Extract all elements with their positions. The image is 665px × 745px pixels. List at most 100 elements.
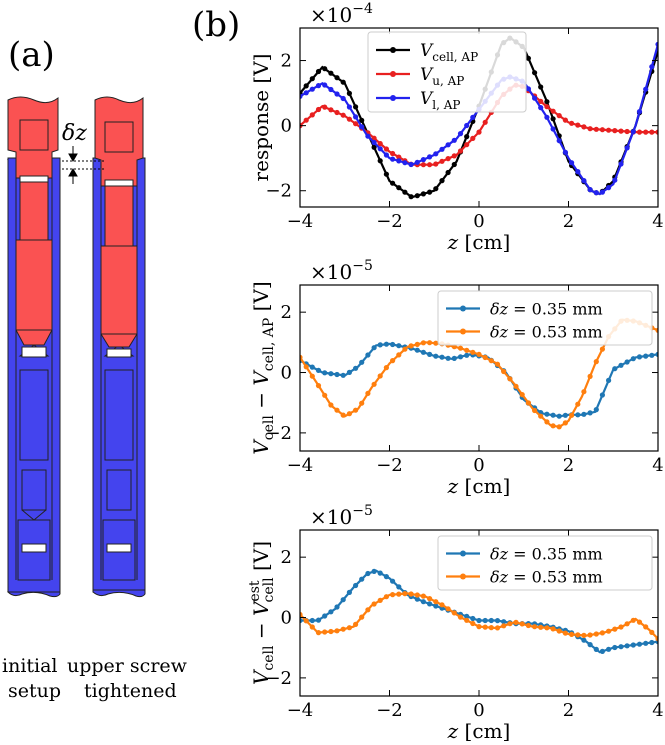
data-point [300, 354, 303, 360]
data-point [451, 137, 457, 143]
data-point [464, 347, 470, 353]
data-point [581, 411, 587, 417]
legend-marker [460, 328, 466, 335]
data-point [322, 392, 328, 398]
data-point [383, 365, 389, 371]
data-point [550, 126, 556, 132]
data-point [303, 117, 309, 123]
data-point [513, 619, 519, 626]
legend-entry: δz = 0.53 mm [490, 568, 603, 587]
data-point [377, 158, 383, 164]
data-point [544, 625, 550, 631]
data-point [562, 420, 569, 426]
delta-z-indicator [62, 146, 104, 184]
y-axis-label: Vcell − Vestcell [V] [247, 541, 277, 685]
data-point [618, 624, 624, 630]
data-point [328, 371, 334, 377]
data-point [402, 591, 408, 597]
data-point [606, 377, 612, 383]
data-point [562, 630, 569, 636]
data-point [649, 352, 655, 358]
data-point [396, 352, 402, 358]
data-point [451, 355, 457, 361]
data-point [451, 610, 457, 616]
data-point [624, 145, 630, 151]
data-point [538, 98, 544, 104]
data-point [433, 599, 439, 605]
legend: δz = 0.35 mm δz = 0.53 mm [437, 290, 653, 346]
data-point [556, 138, 562, 144]
data-point [445, 169, 451, 176]
data-point [649, 629, 655, 636]
data-point [414, 347, 420, 353]
data-point [464, 134, 470, 140]
x-axis-label: z [cm] [447, 474, 511, 498]
caption-initial-line1: initial [2, 655, 58, 677]
data-point [569, 631, 575, 638]
data-point [340, 372, 346, 378]
data-point [353, 121, 359, 127]
data-point [636, 354, 643, 360]
panel-b-label: (b) [192, 5, 240, 45]
caption-tightened-line1: upper screw [67, 655, 188, 677]
data-point [618, 128, 624, 134]
data-point [494, 361, 501, 367]
setup-tightened-diagram [92, 96, 146, 598]
y-tick-label: −2 [265, 668, 292, 689]
data-point [612, 366, 618, 372]
data-point [655, 41, 658, 47]
data-point [581, 632, 587, 639]
data-point [439, 158, 445, 164]
data-point [550, 412, 556, 418]
x-axis-label: z [cm] [447, 719, 511, 743]
data-point [383, 146, 389, 152]
data-point [402, 160, 408, 166]
data-point [346, 116, 352, 122]
data-point [556, 424, 562, 430]
data-point [365, 607, 371, 613]
data-point [655, 351, 658, 357]
data-point [427, 189, 433, 195]
data-point [494, 625, 501, 631]
y-tick-label: 0 [281, 363, 292, 384]
data-point [643, 640, 649, 646]
data-point [420, 593, 426, 599]
data-point [390, 180, 396, 186]
data-point [359, 576, 365, 582]
data-point [346, 625, 352, 631]
data-point [593, 190, 599, 196]
data-point [470, 135, 476, 141]
data-point [371, 381, 377, 387]
data-point [507, 376, 513, 382]
data-point [377, 597, 383, 604]
legend-entry: δz = 0.35 mm [490, 300, 603, 319]
data-point [464, 613, 470, 620]
data-point [618, 644, 624, 650]
data-point [643, 86, 649, 92]
data-point [383, 341, 389, 347]
data-point [420, 162, 426, 168]
data-point [470, 114, 476, 120]
data-point [457, 131, 464, 137]
data-point [383, 574, 389, 580]
legend-marker [460, 305, 466, 312]
x-tick-label: −2 [376, 700, 403, 721]
data-point [569, 120, 575, 126]
data-point [544, 419, 550, 425]
legend-marker [460, 573, 466, 580]
data-point [482, 354, 488, 361]
x-tick-label: 0 [473, 455, 484, 476]
data-point [593, 126, 599, 132]
data-point [556, 628, 562, 634]
data-point [544, 104, 550, 110]
data-point [396, 158, 402, 164]
data-point [300, 93, 303, 99]
data-point [470, 615, 476, 622]
data-point [599, 189, 606, 195]
data-point [334, 371, 340, 378]
data-point [587, 373, 593, 379]
data-point [439, 354, 445, 360]
data-point [457, 148, 464, 154]
data-point [519, 392, 525, 398]
